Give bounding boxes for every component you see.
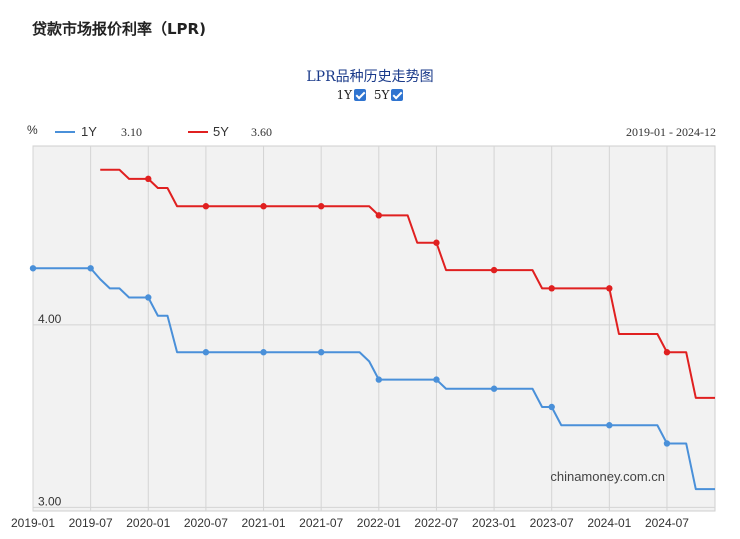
x-tick-label: 2022-01	[357, 516, 401, 530]
data-point-5y	[202, 203, 210, 210]
data-point-5y	[375, 212, 383, 219]
y-unit-label: %	[27, 123, 38, 137]
legend-5y-name: 5Y	[213, 124, 229, 139]
legend-1y-value: 3.10	[121, 125, 142, 139]
toggle-5y-label: 5Y	[373, 88, 390, 102]
data-point-1y	[145, 294, 152, 301]
x-tick-label: 2024-07	[645, 516, 689, 530]
legend-5y-value: 3.60	[251, 125, 272, 139]
data-point-1y	[606, 422, 613, 429]
y-tick-label: 4.00	[38, 312, 62, 326]
x-axis-labels: 2019-01 2019-07 2020-01 2020-07 2021-01 2021-…	[11, 516, 689, 530]
grid-lines	[32, 146, 715, 511]
x-tick-label: 2019-01	[11, 516, 55, 530]
x-tick-label: 2020-01	[126, 516, 170, 530]
legend-1y-name: 1Y	[81, 124, 97, 139]
series-line-5y	[100, 168, 715, 399]
data-point-1y	[202, 349, 210, 356]
data-point-5y	[548, 285, 555, 292]
x-tick-label: 2019-07	[69, 516, 113, 530]
data-point-1y	[29, 265, 37, 272]
data-point-5y	[145, 175, 152, 183]
series-toggles: 1Y 5Y	[0, 88, 740, 102]
toggle-1y[interactable]: 1Y	[337, 88, 367, 102]
data-point-5y	[433, 239, 440, 246]
y-axis-labels: 4.00 3.00	[38, 312, 62, 509]
plot-area	[32, 145, 716, 512]
data-point-1y	[317, 349, 325, 356]
x-tick-label: 2024-01	[587, 516, 631, 530]
data-point-1y	[433, 376, 440, 383]
x-tick-label: 2023-07	[530, 516, 574, 530]
x-tick-label: 2021-07	[299, 516, 343, 530]
toggle-1y-checkbox[interactable]	[354, 89, 367, 101]
data-point-5y	[317, 203, 325, 210]
date-range: 2019-01 - 2024-12	[626, 125, 716, 139]
page-title: 贷款市场报价利率（LPR)	[32, 20, 206, 38]
data-point-1y	[548, 403, 555, 411]
x-tick-label: 2021-01	[242, 516, 286, 530]
data-point-1y	[260, 349, 267, 356]
data-point-5y	[606, 285, 613, 292]
toggle-1y-label: 1Y	[336, 88, 353, 102]
y-tick-label: 3.00	[38, 494, 62, 508]
data-point-5y	[663, 349, 671, 356]
series-group	[29, 168, 715, 491]
x-tick-label: 2020-07	[184, 516, 228, 530]
data-point-1y	[87, 265, 94, 272]
data-point-1y	[663, 440, 671, 447]
toggle-5y[interactable]: 5Y	[374, 88, 404, 102]
data-point-5y	[490, 266, 498, 274]
watermark: chinamoney.com.cn	[550, 469, 665, 484]
x-tick-label: 2022-07	[414, 516, 458, 530]
x-tick-label: 2023-01	[472, 516, 516, 530]
data-point-1y	[375, 376, 383, 383]
toggle-5y-checkbox[interactable]	[391, 89, 404, 101]
data-point-5y	[260, 203, 267, 210]
chart-title: LPR品种历史走势图	[306, 69, 434, 85]
data-point-1y	[490, 385, 498, 392]
